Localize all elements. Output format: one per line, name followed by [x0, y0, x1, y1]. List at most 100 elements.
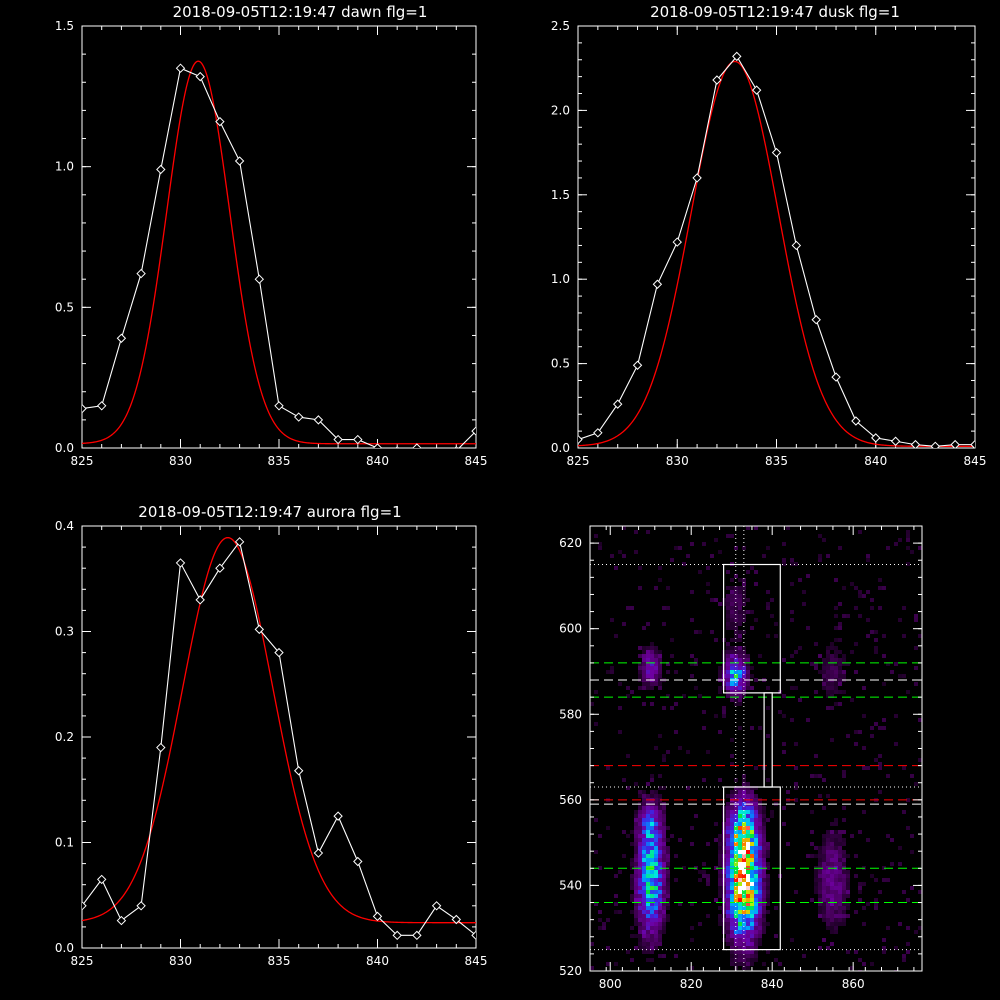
image-pixel	[842, 842, 846, 846]
image-pixel	[766, 866, 770, 870]
image-pixel	[654, 682, 658, 686]
image-pixel	[650, 850, 654, 854]
image-pixel	[730, 930, 734, 934]
image-pixel	[718, 686, 722, 690]
image-pixel	[838, 658, 842, 662]
image-pixel	[634, 874, 638, 878]
image-pixel	[766, 602, 770, 606]
image-pixel	[738, 662, 742, 666]
image-pixel	[742, 818, 746, 822]
image-pixel	[734, 930, 738, 934]
image-pixel	[838, 878, 842, 882]
image-pixel	[878, 766, 882, 770]
image-pixel	[826, 850, 830, 854]
image-pixel	[814, 874, 818, 878]
image-pixel	[734, 854, 738, 858]
image-pixel	[750, 922, 754, 926]
image-pixel	[766, 590, 770, 594]
image-pixel	[886, 546, 890, 550]
image-pixel	[646, 658, 650, 662]
image-pixel	[650, 674, 654, 678]
image-pixel	[654, 906, 658, 910]
image-pixel	[734, 618, 738, 622]
image-pixel	[786, 526, 790, 530]
image-pixel	[726, 910, 730, 914]
image-pixel	[694, 662, 698, 666]
image-pixel	[766, 882, 770, 886]
image-pixel	[718, 870, 722, 874]
image-pixel	[646, 670, 650, 674]
image-pixel	[634, 886, 638, 890]
image-pixel	[866, 766, 870, 770]
image-pixel	[734, 682, 738, 686]
image-pixel	[866, 554, 870, 558]
image-pixel	[810, 662, 814, 666]
image-pixel	[734, 874, 738, 878]
image-pixel	[726, 930, 730, 934]
image-pixel	[618, 706, 622, 710]
image-pixel	[754, 914, 758, 918]
image-pixel	[762, 862, 766, 866]
image-pixel	[730, 962, 734, 966]
image-pixel	[822, 670, 826, 674]
image-pixel	[902, 890, 906, 894]
image-pixel	[774, 906, 778, 910]
image-pixel	[746, 886, 750, 890]
image-pixel	[726, 610, 730, 614]
image-pixel	[874, 646, 878, 650]
image-pixel	[706, 566, 710, 570]
image-pixel	[686, 786, 690, 790]
image-pixel	[790, 618, 794, 622]
image-pixel	[842, 854, 846, 858]
image-pixel	[742, 826, 746, 830]
image-pixel	[734, 850, 738, 854]
image-pixel	[830, 894, 834, 898]
image-pixel	[642, 930, 646, 934]
image-pixel	[758, 850, 762, 854]
image-pixel	[850, 834, 854, 838]
dawn-title: 2018-09-05T12:19:47 dawn flg=1	[173, 3, 428, 21]
image-pixel	[830, 686, 834, 690]
image-pixel	[770, 810, 774, 814]
x-tick-label: 835	[765, 454, 788, 468]
image-pixel	[646, 838, 650, 842]
image-pixel	[614, 894, 618, 898]
image-pixel	[734, 790, 738, 794]
image-pixel	[730, 886, 734, 890]
image-pixel	[646, 922, 650, 926]
image-pixel	[638, 850, 642, 854]
image-pixel	[766, 842, 770, 846]
image-pixel	[762, 894, 766, 898]
image-pixel	[630, 874, 634, 878]
image-pixel	[834, 842, 838, 846]
image-pixel	[750, 926, 754, 930]
image-pixel	[646, 934, 650, 938]
y-tick-label: 1.5	[55, 19, 74, 33]
image-pixel	[822, 846, 826, 850]
image-pixel	[834, 862, 838, 866]
image-pixel	[814, 666, 818, 670]
image-pixel	[730, 622, 734, 626]
image-pixel	[782, 714, 786, 718]
image-pixel	[822, 778, 826, 782]
data-point	[471, 426, 476, 436]
image-pixel	[666, 606, 670, 610]
image-pixel	[646, 654, 650, 658]
image-pixel	[830, 914, 834, 918]
image-pixel	[674, 730, 678, 734]
x-tick-label: 825	[567, 454, 590, 468]
image-pixel	[730, 754, 734, 758]
image-pixel	[650, 650, 654, 654]
image-pixel	[858, 594, 862, 598]
image-pixel	[898, 618, 902, 622]
image-pixel	[818, 870, 822, 874]
image-pixel	[846, 890, 850, 894]
y-tick-label: 0.5	[551, 357, 570, 371]
image-pixel	[730, 938, 734, 942]
image-pixel	[690, 618, 694, 622]
image-pixel	[726, 914, 730, 918]
image-pixel	[738, 606, 742, 610]
image-pixel	[734, 842, 738, 846]
image-pixel	[726, 826, 730, 830]
image-pixel	[758, 842, 762, 846]
